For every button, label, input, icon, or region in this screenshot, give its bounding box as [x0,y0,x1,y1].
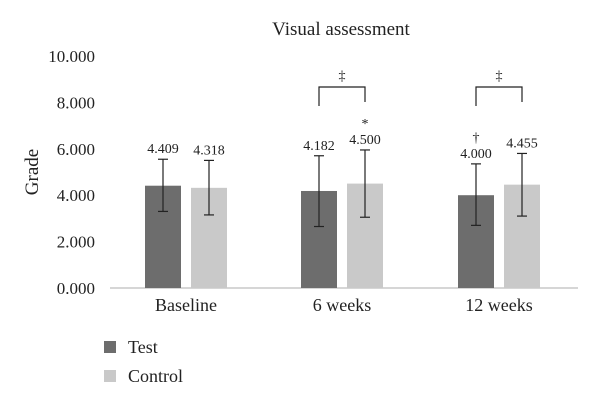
y-tick-label: 8.000 [57,93,95,112]
data-label: 4.409 [147,142,179,157]
significance-bracket [318,86,366,106]
error-bars [158,149,527,228]
data-label: 4.182 [303,139,335,154]
data-label: 4.318 [193,143,225,158]
significance-bracket [475,86,523,106]
significance-marker: * [362,117,369,132]
legend: Test Control [104,337,183,386]
data-label: 4.455 [506,136,538,151]
x-tick-label: Baseline [155,295,217,315]
legend-swatch [104,370,116,382]
x-tick-label: 6 weeks [313,295,371,315]
value-labels: 4.409 4.182 4.000 4.318 4.500 4.455 [147,133,538,162]
chart-title: Visual assessment [272,19,410,40]
y-axis-label: Grade [22,149,43,195]
annotations: ‡ ‡ * † [318,69,523,146]
y-tick-label: 4.000 [57,186,95,205]
x-axis: Baseline 6 weeks 12 weeks [110,287,578,315]
y-axis-ticks: 0.000 2.000 4.000 6.000 8.000 10.000 [48,47,95,298]
data-label: 4.000 [460,147,492,162]
y-tick-label: 0.000 [57,279,95,298]
y-tick-label: 6.000 [57,140,95,159]
legend-label: Control [128,366,183,386]
legend-label: Test [128,337,158,357]
y-tick-label: 2.000 [57,233,95,252]
significance-symbol: ‡ [339,69,346,84]
significance-symbol: ‡ [496,69,503,84]
y-tick-label: 10.000 [48,47,95,66]
data-label: 4.500 [349,133,381,148]
significance-marker: † [473,131,480,146]
legend-swatch [104,341,116,353]
bars [145,183,540,288]
x-tick-label: 12 weeks [465,295,532,315]
